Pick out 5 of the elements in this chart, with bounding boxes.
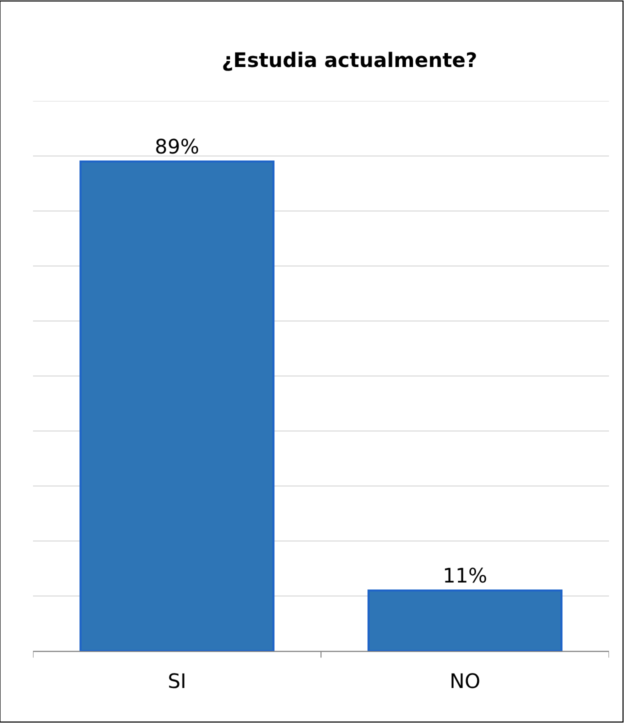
data-label: 89% xyxy=(154,134,200,158)
x-tick-label: NO xyxy=(450,669,480,693)
chart-title: ¿Estudia actualmente? xyxy=(222,48,478,72)
x-tick-label: SI xyxy=(168,669,186,693)
data-label: 11% xyxy=(442,564,488,588)
